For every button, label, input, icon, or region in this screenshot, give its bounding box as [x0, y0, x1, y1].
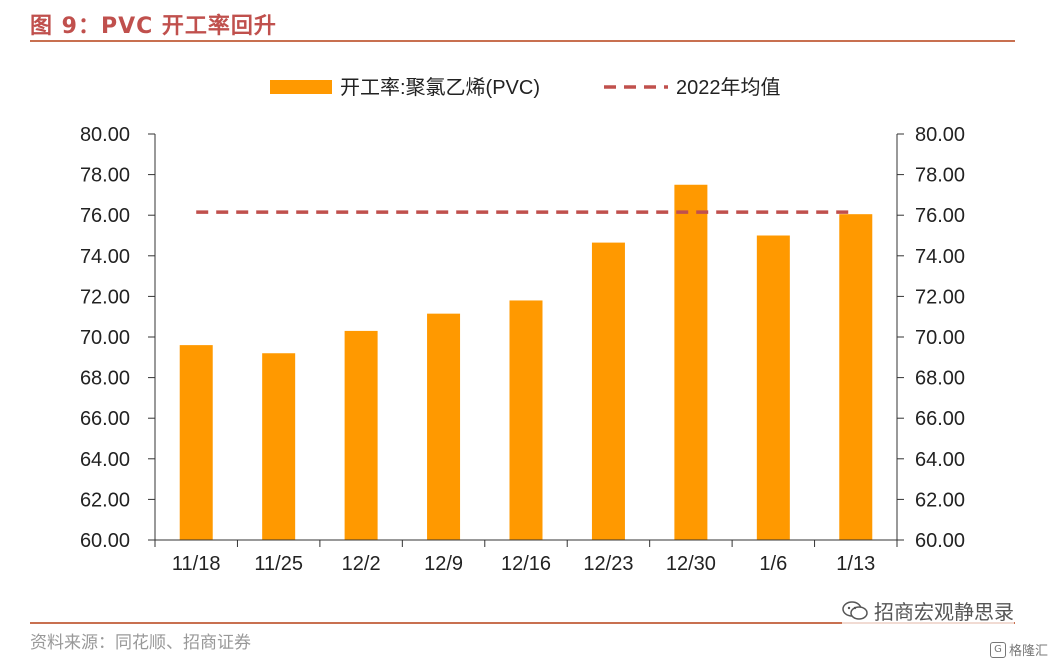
x-tick-label: 12/30: [666, 553, 716, 575]
plot-area: 60.00 60.00 62.00 62.00 64.00 64.00 66.00 66.00…: [80, 124, 965, 575]
y-tick-label-right: 68.00: [915, 368, 965, 390]
footer-divider: [30, 622, 1015, 624]
corner-logo-icon: G: [989, 641, 1006, 658]
bar-11-18: [179, 345, 213, 540]
y-tick-label-right: 78.00: [915, 165, 965, 187]
pvc-operating-rate-chart: 开工率:聚氯乙烯(PVC) 2022年均值 60.00 60.00 62.00 62.…: [80, 76, 965, 575]
y-tick-label-right: 72.00: [915, 286, 965, 308]
wechat-watermark: 招商宏观静思录: [842, 596, 1014, 625]
x-tick-label: 11/25: [254, 553, 303, 575]
x-tick-label: 1/13: [836, 553, 875, 575]
legend-bar-swatch: [270, 80, 332, 94]
y-tick-label-left: 72.00: [80, 286, 130, 308]
y-tick-label-right: 60.00: [915, 530, 965, 552]
figure-title: 图 9：PVC 开工率回升: [30, 14, 277, 39]
x-tick-label: 12/2: [342, 553, 381, 575]
bar-12-9: [427, 313, 461, 540]
y-tick-label-left: 60.00: [80, 530, 130, 552]
bar-1-13: [839, 214, 873, 540]
y-tick-label-right: 70.00: [915, 327, 965, 349]
watermark-label: 招商宏观静思录: [874, 600, 1014, 624]
chart-legend: 开工率:聚氯乙烯(PVC) 2022年均值: [270, 76, 781, 99]
y-tick-label-left: 68.00: [80, 368, 130, 390]
y-tick-label-right: 64.00: [915, 449, 965, 471]
bar-11-25: [262, 353, 296, 540]
corner-logo-label: 格隆汇: [1008, 644, 1048, 659]
legend-avg-label: 2022年均值: [676, 76, 781, 99]
y-tick-label-right: 74.00: [915, 246, 965, 268]
bar-12-23: [591, 242, 625, 541]
y-tick-label-left: 64.00: [80, 449, 130, 471]
x-tick-label: 1/6: [759, 553, 787, 575]
x-tick-label: 11/18: [172, 553, 221, 575]
bar-12-30: [674, 184, 708, 540]
y-tick-label-left: 76.00: [80, 205, 130, 227]
x-tick-label: 12/9: [424, 553, 463, 575]
y-tick-label-right: 76.00: [915, 205, 965, 227]
wechat-icon: [842, 600, 868, 620]
y-tick-label-left: 78.00: [80, 165, 130, 187]
y-tick-label-right: 66.00: [915, 408, 965, 430]
y-tick-label-right: 80.00: [915, 124, 965, 146]
y-tick-label-left: 74.00: [80, 246, 130, 268]
title-divider: [30, 40, 1015, 42]
x-tick-label: 12/16: [501, 553, 551, 575]
y-tick-label-left: 70.00: [80, 327, 130, 349]
bar-1-6: [756, 235, 790, 540]
bar-12-2: [344, 330, 378, 540]
bar-12-16: [509, 300, 543, 540]
source-note: 资料来源：同花顺、招商证券: [30, 633, 251, 653]
x-tick-label: 12/23: [583, 553, 633, 575]
y-tick-label-left: 66.00: [80, 408, 130, 430]
y-tick-label-left: 62.00: [80, 489, 130, 511]
corner-logo: G 格隆汇: [989, 640, 1048, 659]
y-tick-label-right: 62.00: [915, 489, 965, 511]
legend-bar-label: 开工率:聚氯乙烯(PVC): [340, 76, 540, 99]
y-tick-label-left: 80.00: [80, 124, 130, 146]
